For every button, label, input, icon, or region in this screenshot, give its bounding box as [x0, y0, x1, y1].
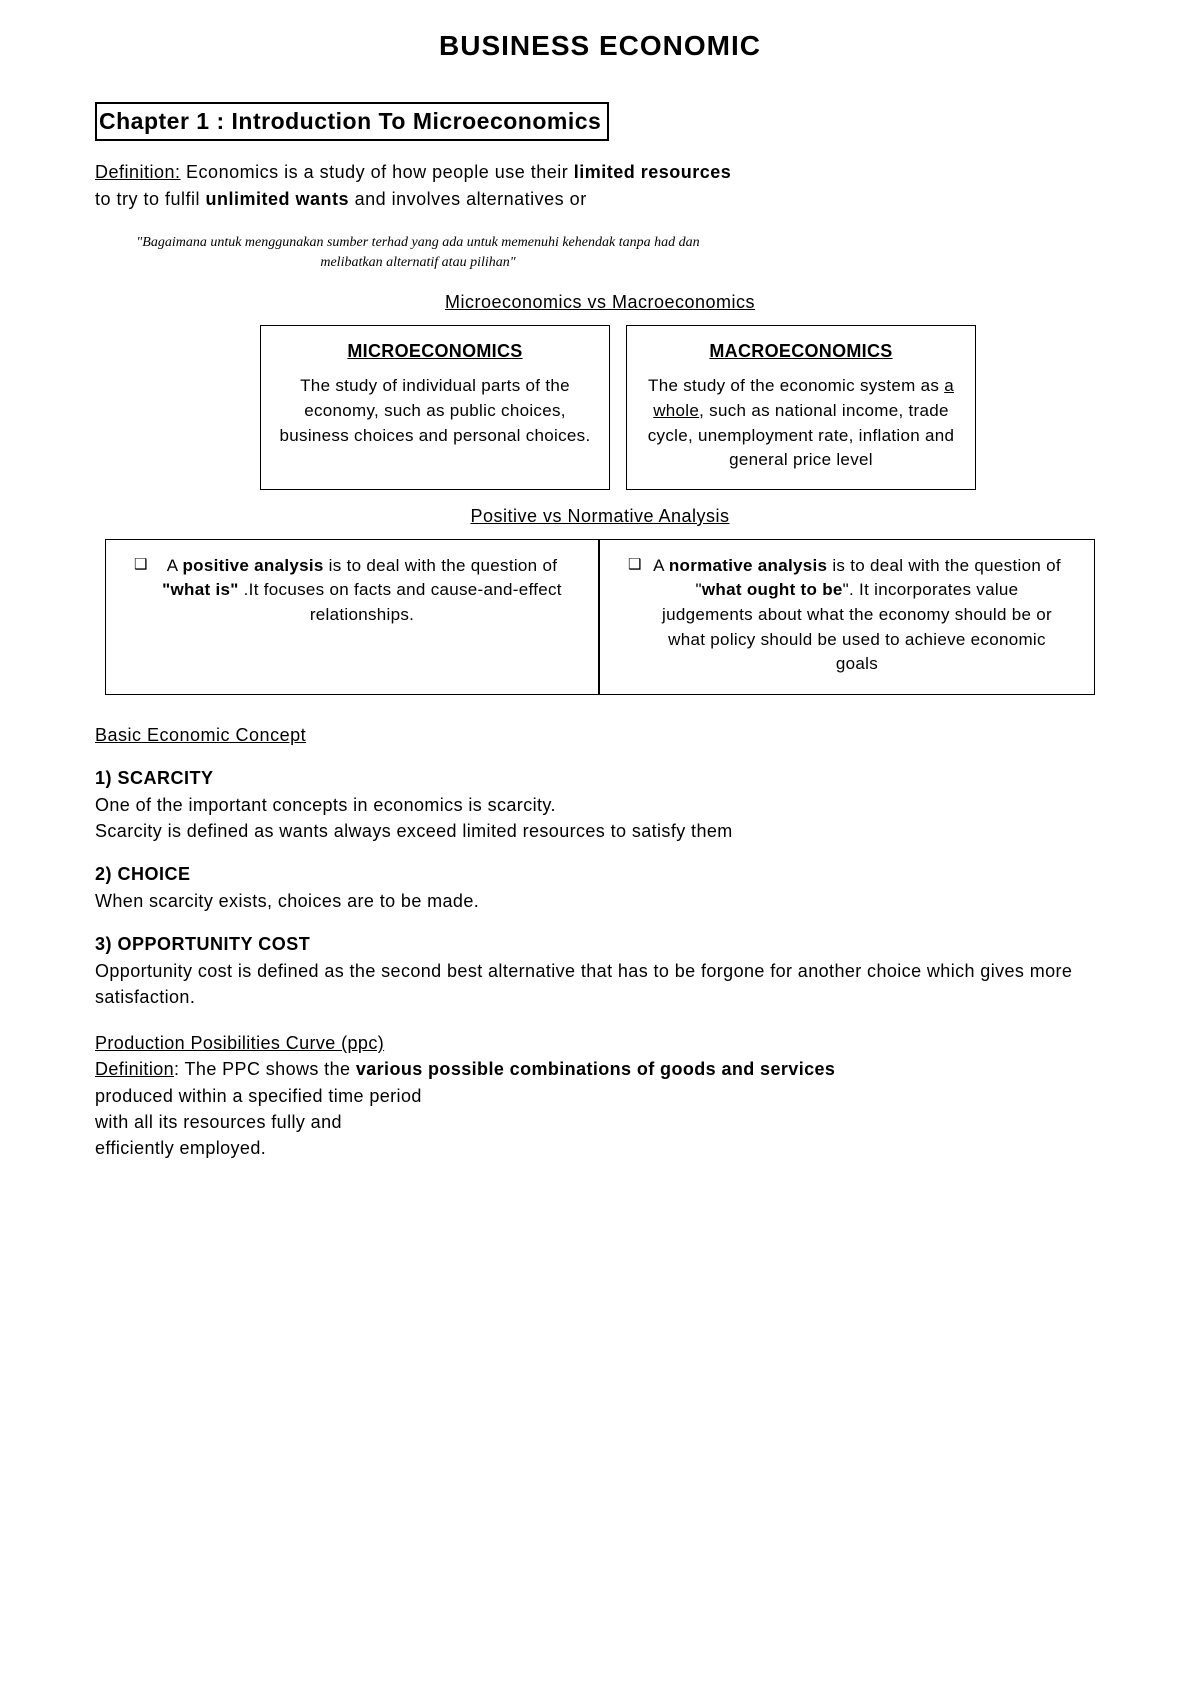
definition-block: Definition: Economics is a study of how …: [95, 159, 1105, 213]
ppc-bold: various possible combinations of goods a…: [356, 1059, 836, 1079]
scarcity-line-2: Scarcity is defined as wants always exce…: [95, 821, 733, 841]
heading-micro-macro: Microeconomics vs Macroeconomics: [95, 292, 1105, 313]
page-title: BUSINESS ECONOMIC: [95, 30, 1105, 62]
choice-body: When scarcity exists, choices are to be …: [95, 888, 1105, 914]
choice-block: 2) CHOICE When scarcity exists, choices …: [95, 864, 1105, 914]
macro-pre: The study of the economic system as: [648, 376, 944, 395]
chapter-title: Chapter 1 : Introduction To Microeconomi…: [95, 102, 609, 141]
micro-macro-row: MICROECONOMICS The study of individual p…: [131, 325, 1105, 490]
ppc-pre: : The PPC shows the: [174, 1059, 356, 1079]
normative-bold-1: normative analysis: [669, 556, 827, 575]
positive-post: .It focuses on facts and cause-and-effec…: [239, 580, 562, 624]
scarcity-title: 1) SCARCITY: [95, 768, 1105, 789]
normative-bold-2: what ought to be: [702, 580, 843, 599]
definition-label: Definition:: [95, 162, 181, 182]
positive-bold-1: positive analysis: [182, 556, 323, 575]
macro-box: MACROECONOMICS The study of the economic…: [626, 325, 976, 490]
ppc-heading: Production Posibilities Curve (ppc): [95, 1033, 384, 1053]
ppc-line-3: with all its resources fully and: [95, 1112, 342, 1132]
positive-bold-2: "what is": [162, 580, 238, 599]
choice-title: 2) CHOICE: [95, 864, 1105, 885]
scarcity-block: 1) SCARCITY One of the important concept…: [95, 768, 1105, 844]
micro-box: MICROECONOMICS The study of individual p…: [260, 325, 610, 490]
definition-bold-1: limited resources: [574, 162, 732, 182]
definition-text-3: and involves alternatives or: [349, 189, 587, 209]
scarcity-line-1: One of the important concepts in economi…: [95, 795, 556, 815]
positive-pre: A: [167, 556, 183, 575]
definition-text-2: to try to fulfil: [95, 189, 206, 209]
ppc-line-2: produced within a specified time period: [95, 1086, 422, 1106]
scarcity-body: One of the important concepts in economi…: [95, 792, 1105, 844]
ppc-line-4: efficiently employed.: [95, 1138, 266, 1158]
positive-mid: is to deal with the question of: [324, 556, 558, 575]
opportunity-body: Opportunity cost is defined as the secon…: [95, 958, 1105, 1010]
macro-title: MACROECONOMICS: [645, 338, 957, 364]
opportunity-title: 3) OPPORTUNITY COST: [95, 934, 1105, 955]
bullet-icon: ❑: [134, 554, 148, 576]
definition-bold-2: unlimited wants: [206, 189, 350, 209]
bullet-icon: ❑: [628, 554, 642, 576]
basic-concept-heading: Basic Economic Concept: [95, 725, 1105, 746]
ppc-def-label: Definition: [95, 1059, 174, 1079]
ppc-block: Production Posibilities Curve (ppc) Defi…: [95, 1030, 1105, 1160]
quote-block: "Bagaimana untuk menggunakan sumber terh…: [113, 233, 723, 272]
definition-text-1: Economics is a study of how people use t…: [181, 162, 574, 182]
normative-col: ❑ A normative analysis is to deal with t…: [600, 540, 1094, 694]
pos-norm-box: ❑ A positive analysis is to deal with th…: [105, 539, 1095, 695]
opportunity-block: 3) OPPORTUNITY COST Opportunity cost is …: [95, 934, 1105, 1010]
positive-col: ❑ A positive analysis is to deal with th…: [106, 540, 600, 694]
heading-pos-norm: Positive vs Normative Analysis: [95, 506, 1105, 527]
micro-body: The study of individual parts of the eco…: [280, 376, 591, 444]
micro-title: MICROECONOMICS: [279, 338, 591, 364]
normative-pre: A: [653, 556, 669, 575]
